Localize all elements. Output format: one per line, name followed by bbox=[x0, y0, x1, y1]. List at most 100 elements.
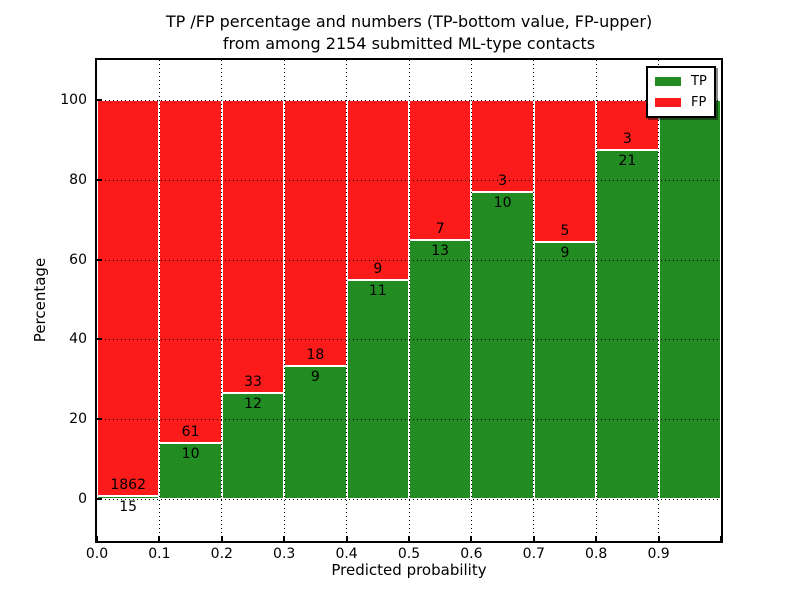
y-tick-label: 0 bbox=[78, 491, 87, 508]
fp-count-label: 18 bbox=[306, 347, 325, 364]
x-tick-mark bbox=[220, 536, 223, 541]
y-tick-label: 100 bbox=[60, 91, 87, 108]
fp-count-label: 3 bbox=[622, 130, 632, 147]
tp-bar bbox=[221, 392, 285, 500]
legend: TP FP bbox=[646, 66, 716, 118]
tp-count-label: 21 bbox=[618, 152, 637, 169]
fp-color-swatch-icon bbox=[655, 98, 681, 107]
y-tick-mark bbox=[97, 418, 102, 421]
chart-title: TP /FP percentage and numbers (TP-bottom… bbox=[97, 11, 721, 55]
tp-count-label: 10 bbox=[181, 445, 200, 462]
x-gridline bbox=[158, 60, 160, 541]
y-tick-mark bbox=[97, 338, 102, 341]
tp-count-label: 10 bbox=[493, 195, 512, 212]
y-gridline bbox=[97, 339, 721, 341]
fp-bar bbox=[346, 99, 409, 280]
x-tick-mark bbox=[283, 536, 286, 541]
fp-count-label: 61 bbox=[181, 423, 200, 440]
x-tick-mark bbox=[720, 536, 722, 541]
x-tick-mark bbox=[158, 536, 161, 541]
chart-title-line1: TP /FP percentage and numbers (TP-bottom… bbox=[165, 12, 653, 31]
tp-count-label: 9 bbox=[560, 245, 570, 262]
tp-color-swatch-icon bbox=[655, 77, 681, 86]
fp-count-label: 5 bbox=[560, 223, 570, 240]
x-tick-label: 0.0 bbox=[85, 546, 109, 562]
fp-bar bbox=[221, 99, 285, 393]
y-gridline bbox=[97, 259, 721, 261]
x-tick-mark bbox=[345, 536, 348, 541]
x-gridline bbox=[533, 60, 535, 541]
x-tick-mark bbox=[532, 536, 535, 541]
x-tick-mark bbox=[408, 536, 410, 541]
x-tick-label: 0.2 bbox=[210, 546, 233, 562]
fp-count-label: 33 bbox=[244, 373, 262, 390]
ticks-layer: 0.0 0.1 0.2 0.3 0.4 0.5 0.6 0.7 0.8 0.9 0 20 40 60 80 1… bbox=[60, 60, 722, 562]
y-tick-label: 20 bbox=[69, 411, 87, 428]
tp-bar bbox=[409, 239, 472, 500]
y-gridline bbox=[97, 179, 721, 181]
y-axis-label: Percentage bbox=[31, 257, 49, 343]
tp-bar bbox=[159, 442, 222, 500]
plot-area: 1862156110331218991171331059321043 0.00.… bbox=[60, 58, 723, 562]
x-tick-label: 0.3 bbox=[273, 546, 296, 562]
x-tick-label: 0.4 bbox=[335, 546, 358, 562]
x-tick-label: 0.1 bbox=[148, 546, 171, 562]
tp-bar bbox=[596, 149, 659, 500]
x-tick-mark bbox=[657, 536, 660, 541]
y-tick-mark bbox=[97, 498, 102, 501]
bars-layer bbox=[97, 60, 721, 541]
x-tick-label: 0.5 bbox=[397, 546, 421, 562]
x-tick-mark bbox=[595, 536, 598, 541]
legend-label-fp: FP bbox=[691, 95, 707, 110]
x-gridline bbox=[470, 60, 472, 541]
annotations-layer: 1862156110331218991171331059321043 bbox=[97, 60, 721, 541]
tp-bar bbox=[346, 279, 409, 500]
fp-count-label: 1862 bbox=[110, 476, 146, 493]
fp-bar bbox=[409, 99, 472, 240]
y-gridline bbox=[97, 419, 721, 421]
tp-bar bbox=[658, 99, 721, 500]
fp-bar bbox=[97, 99, 160, 496]
x-tick-label: 0.6 bbox=[460, 546, 483, 562]
tp-bar bbox=[284, 366, 347, 500]
fp-count-label: 7 bbox=[435, 220, 445, 237]
fp-bar bbox=[159, 99, 222, 443]
fp-count-label: 9 bbox=[373, 260, 383, 277]
fp-bar bbox=[533, 99, 597, 243]
y-gridline bbox=[97, 99, 721, 101]
y-tick-label: 60 bbox=[69, 251, 87, 268]
y-tick-mark bbox=[97, 178, 102, 181]
x-tick-label: 0.7 bbox=[522, 546, 545, 562]
legend-item-fp: FP bbox=[655, 94, 707, 111]
y-tick-label: 40 bbox=[69, 331, 87, 348]
fp-bar bbox=[471, 99, 534, 193]
x-axis-label: Predicted probability bbox=[331, 561, 487, 579]
tp-bar bbox=[97, 495, 160, 500]
tp-bar bbox=[471, 192, 534, 500]
grid-layer bbox=[97, 60, 721, 541]
x-tick-mark bbox=[470, 536, 473, 541]
y-tick-mark bbox=[97, 258, 102, 261]
x-gridline bbox=[595, 60, 597, 541]
fp-count-label: 3 bbox=[498, 173, 508, 190]
y-tick-label: 80 bbox=[69, 171, 87, 188]
tp-count-label: 9 bbox=[310, 369, 320, 386]
legend-item-tp: TP bbox=[655, 73, 707, 90]
fp-bar bbox=[284, 99, 347, 367]
x-gridline bbox=[658, 60, 660, 541]
tp-count-label: 12 bbox=[244, 395, 262, 412]
x-gridline bbox=[346, 60, 348, 541]
legend-label-tp: TP bbox=[691, 74, 707, 89]
x-gridline bbox=[408, 60, 410, 541]
x-tick-mark bbox=[96, 536, 98, 541]
tp-count-label: 13 bbox=[431, 242, 450, 259]
chart-title-line2: from among 2154 submitted ML-type contac… bbox=[222, 34, 596, 53]
tp-bar bbox=[533, 242, 597, 500]
tp-count-label: 15 bbox=[119, 498, 138, 515]
y-tick-mark bbox=[97, 98, 102, 101]
tp-count-label: 11 bbox=[368, 282, 387, 299]
y-gridline bbox=[97, 499, 721, 501]
x-tick-label: 0.9 bbox=[647, 546, 670, 562]
x-gridline bbox=[221, 60, 223, 541]
